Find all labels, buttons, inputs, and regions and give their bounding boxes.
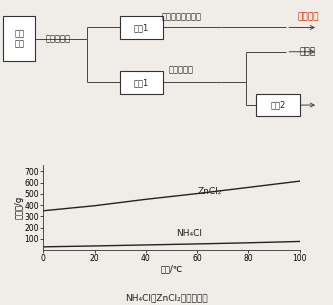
Text: 电池
填料: 电池 填料: [14, 29, 24, 48]
Text: 蒸发、过滤: 蒸发、过滤: [169, 66, 194, 75]
Text: 氯化铵: 氯化铵: [300, 47, 316, 56]
Bar: [120, 71, 163, 94]
Text: ZnCl₂: ZnCl₂: [197, 187, 221, 196]
Text: 滤渣1: 滤渣1: [134, 23, 149, 32]
Text: 二氧化锰: 二氧化锰: [297, 13, 319, 21]
Text: 洗涤、烘干、灼烧: 洗涤、烘干、灼烧: [162, 13, 201, 21]
Text: NH₄Cl: NH₄Cl: [176, 229, 202, 238]
Bar: [120, 16, 163, 39]
Text: 溶解、过滤: 溶解、过滤: [46, 34, 71, 43]
Y-axis label: 溶解度/g: 溶解度/g: [14, 196, 23, 219]
Text: 滤液1: 滤液1: [134, 78, 149, 87]
Bar: [3, 16, 35, 61]
Text: NH₄Cl、ZnCl₂溶解度曲线: NH₄Cl、ZnCl₂溶解度曲线: [125, 293, 208, 302]
X-axis label: 温度/℃: 温度/℃: [161, 265, 182, 274]
Text: 滤液2: 滤液2: [270, 101, 286, 109]
Bar: [256, 94, 300, 117]
